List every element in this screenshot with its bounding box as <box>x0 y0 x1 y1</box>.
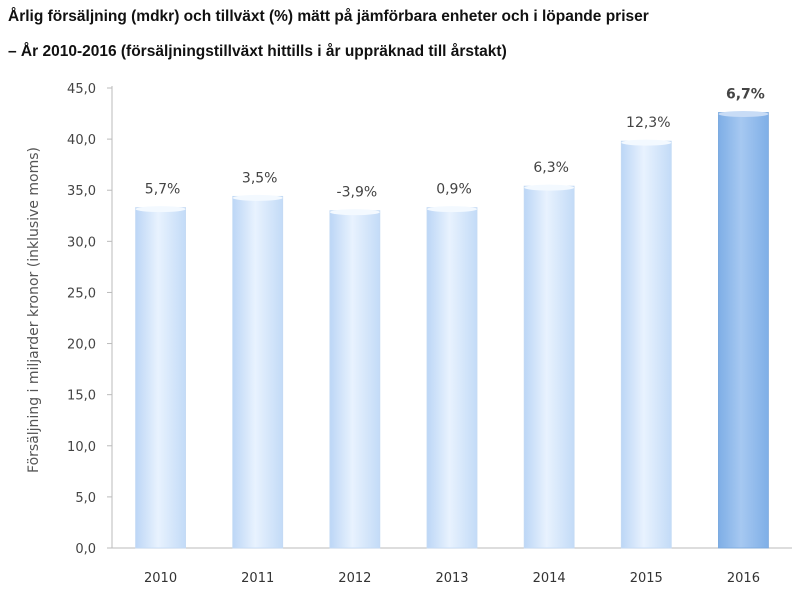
bar-2015 <box>620 140 672 549</box>
y-tick-label: 5,0 <box>75 491 96 506</box>
x-tick-label: 2011 <box>241 571 274 586</box>
x-tick-label: 2014 <box>533 571 566 586</box>
bar-top-highlight <box>524 184 575 191</box>
y-tick-label: 45,0 <box>67 82 96 97</box>
bar-2010 <box>135 207 186 549</box>
bar-2016 <box>718 112 769 549</box>
bar-2014 <box>523 185 575 549</box>
data-label: 6,3% <box>533 160 569 176</box>
bar-top-highlight <box>427 206 477 213</box>
data-label: -3,9% <box>337 185 378 201</box>
data-label: 12,3% <box>626 115 670 131</box>
chart-title: Årlig försäljning (mdkr) och tillväxt (%… <box>8 8 649 25</box>
y-axis-label: Försäljning i miljarder kronor (inklusiv… <box>26 147 42 473</box>
bar-top-highlight <box>135 206 186 213</box>
y-tick-label: 30,0 <box>67 235 96 250</box>
x-tick-label: 2012 <box>338 571 371 586</box>
data-label: 3,5% <box>242 170 278 186</box>
bar-top-highlight <box>329 209 380 216</box>
x-tick-label: 2013 <box>435 571 468 586</box>
x-tick-label: 2010 <box>144 571 177 586</box>
y-tick-label: 20,0 <box>67 338 96 353</box>
bar-2011 <box>232 195 284 549</box>
bar-2012 <box>329 210 381 549</box>
y-tick-label: 40,0 <box>67 133 96 148</box>
bar-top-highlight <box>621 139 672 146</box>
y-tick-label: 0,0 <box>75 542 96 557</box>
x-tick-label: 2016 <box>727 571 760 586</box>
y-tick-label: 35,0 <box>67 184 96 199</box>
y-tick-label: 25,0 <box>67 286 96 301</box>
data-label: 0,9% <box>436 182 472 198</box>
x-tick-label: 2015 <box>630 571 663 586</box>
bar-top-highlight <box>232 194 283 201</box>
bar-2013 <box>426 207 478 549</box>
y-tick-label: 15,0 <box>67 389 96 404</box>
y-tick-label: 10,0 <box>67 440 96 455</box>
data-label: 6,7% <box>726 87 765 103</box>
bar-top-highlight <box>718 111 769 118</box>
chart-subtitle: – År 2010-2016 (försäljningstillväxt hit… <box>8 43 507 60</box>
data-label: 5,7% <box>145 182 181 198</box>
